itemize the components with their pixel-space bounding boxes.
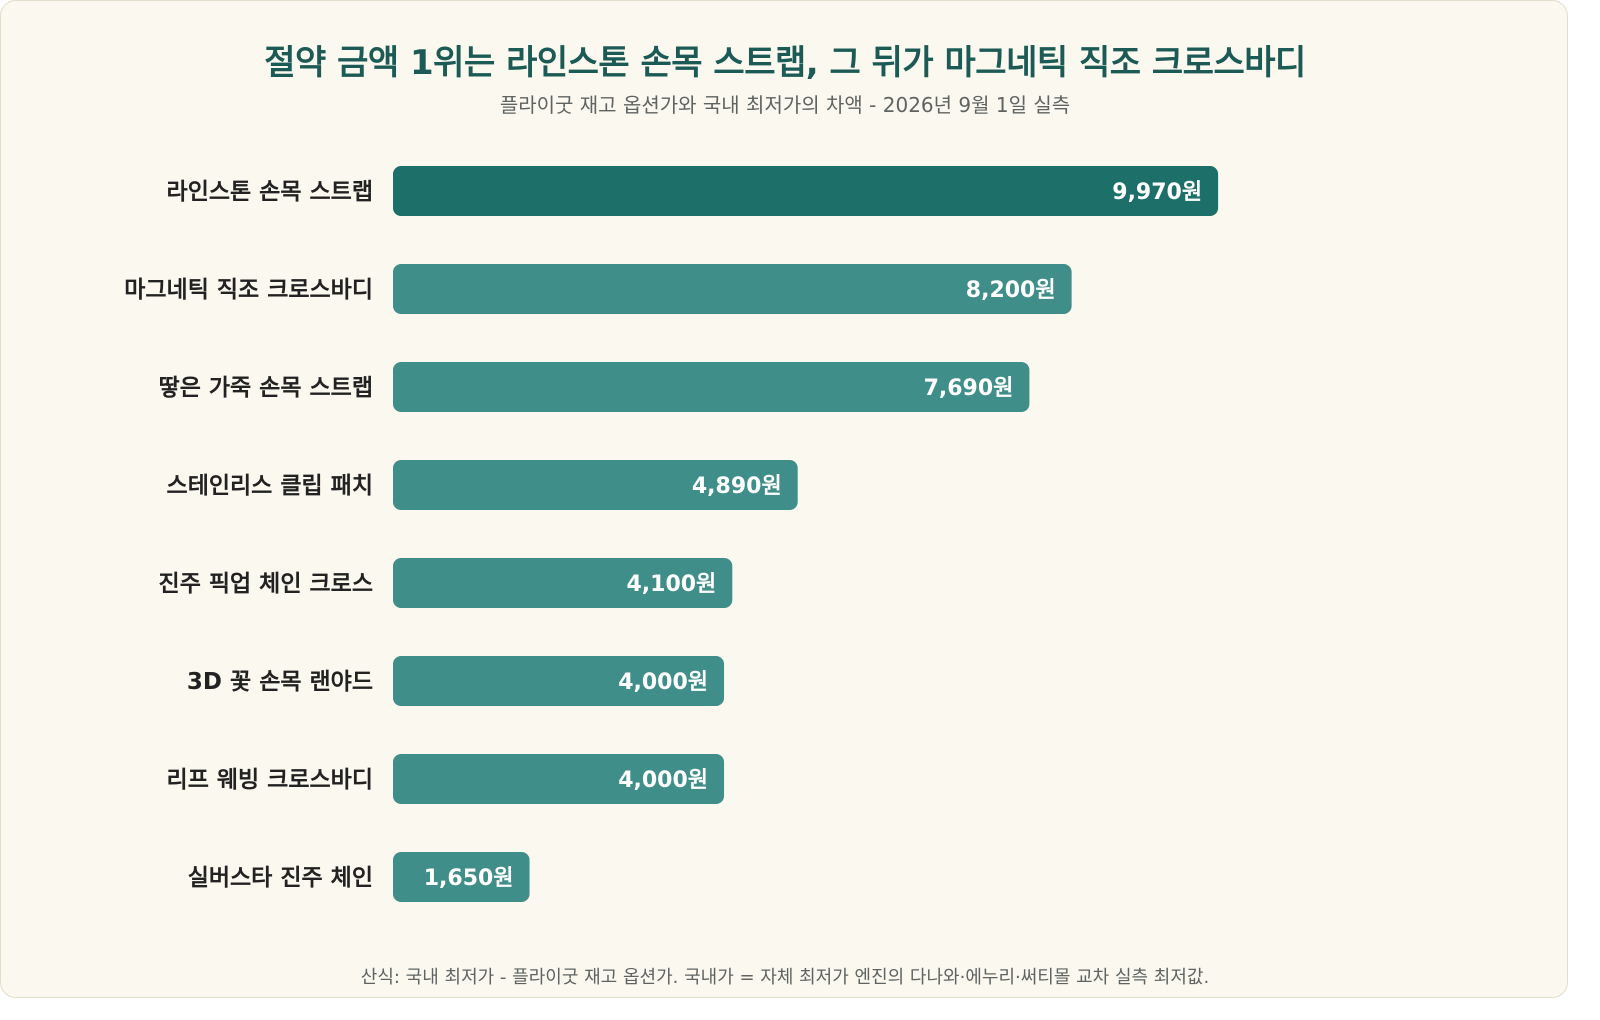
chart-footnote: 산식: 국내 최저가 - 플라이굿 재고 옵션가. 국내가 = 자체 최저가 엔… xyxy=(360,967,1210,988)
chart-subtitle: 플라이굿 재고 옵션가와 국내 최저가의 차액 - 2026년 9월 1일 실측 xyxy=(499,93,1071,117)
category-label: 땋은 가죽 손목 스트랩 xyxy=(159,375,373,401)
value-label: 1,650원 xyxy=(424,866,514,891)
category-label: 3D 꽃 손목 랜야드 xyxy=(187,669,373,695)
bar xyxy=(393,362,1030,412)
value-label: 4,000원 xyxy=(618,768,708,793)
value-label: 8,200원 xyxy=(966,278,1056,303)
category-label: 마그네틱 직조 크로스바디 xyxy=(124,277,373,303)
bar xyxy=(393,754,725,804)
category-label: 실버스타 진주 체인 xyxy=(188,865,373,891)
bar xyxy=(393,460,798,510)
category-label: 라인스톤 손목 스트랩 xyxy=(167,179,373,205)
category-label: 진주 픽업 체인 크로스 xyxy=(159,571,373,597)
value-label: 4,890원 xyxy=(692,474,782,499)
category-label: 리프 웨빙 크로스바디 xyxy=(167,767,373,793)
bar xyxy=(393,264,1072,314)
value-label: 9,970원 xyxy=(1112,180,1202,205)
value-label: 4,000원 xyxy=(618,670,708,695)
bar xyxy=(393,656,725,706)
category-label: 스테인리스 클립 패치 xyxy=(167,473,373,499)
bar xyxy=(393,852,530,902)
value-label: 4,100원 xyxy=(626,572,716,597)
value-label: 7,690원 xyxy=(924,376,1014,401)
bar xyxy=(393,558,733,608)
chart-title: 절약 금액 1위는 라인스톤 손목 스트랩, 그 뒤가 마그네틱 직조 크로스바… xyxy=(264,43,1306,83)
chart-card: 절약 금액 1위는 라인스톤 손목 스트랩, 그 뒤가 마그네틱 직조 크로스바… xyxy=(0,0,1568,998)
bar xyxy=(393,166,1219,216)
